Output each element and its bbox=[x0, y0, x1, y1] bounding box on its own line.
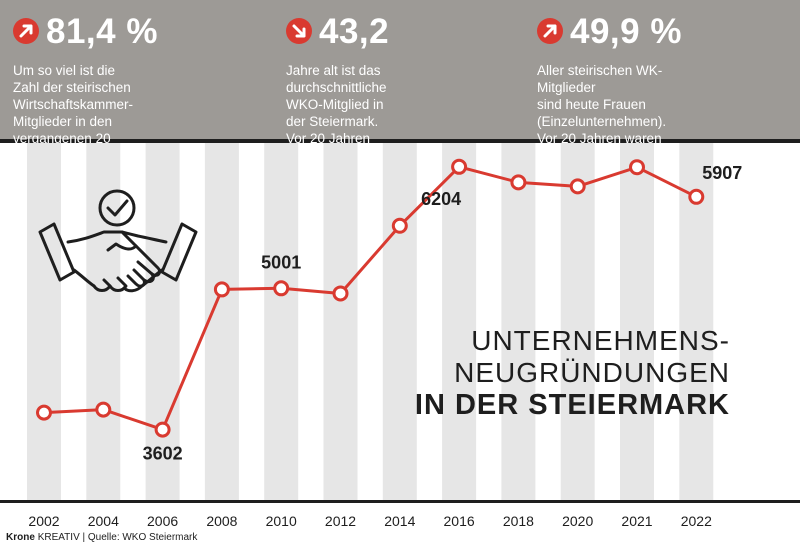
data-point bbox=[510, 174, 527, 191]
column-stripe bbox=[264, 143, 299, 500]
x-tick-label: 2022 bbox=[681, 513, 712, 528]
stat-value: 49,9 % bbox=[570, 12, 682, 51]
stat-description: Jahre alt ist das durchschnittliche WKO-… bbox=[286, 63, 387, 180]
x-tick-label: 2020 bbox=[562, 513, 593, 528]
data-label: 5907 bbox=[702, 163, 742, 183]
check-circle-icon bbox=[98, 189, 136, 227]
arrow-down-right-icon bbox=[286, 18, 312, 44]
series-line bbox=[43, 165, 697, 432]
column-stripe bbox=[204, 143, 239, 500]
x-axis-line bbox=[0, 500, 800, 503]
footer-credit: Krone KREATIV | Quelle: WKO Steiermark bbox=[6, 532, 197, 543]
data-point bbox=[95, 401, 112, 418]
x-tick-label: 2002 bbox=[28, 513, 59, 528]
column-stripe bbox=[86, 143, 121, 500]
data-point bbox=[273, 280, 290, 297]
data-point bbox=[451, 158, 468, 175]
stats-header bbox=[0, 0, 800, 139]
arrow-up-right-icon bbox=[537, 18, 563, 44]
source-text: Quelle: WKO Steiermark bbox=[87, 532, 198, 543]
column-stripe bbox=[501, 143, 536, 500]
column-stripe bbox=[382, 143, 417, 500]
x-tick-label: 2014 bbox=[384, 513, 415, 528]
stat-value: 81,4 % bbox=[46, 12, 158, 51]
x-tick-label: 2006 bbox=[147, 513, 178, 528]
data-point bbox=[36, 404, 52, 421]
data-point bbox=[332, 285, 349, 302]
arrow-up-right-icon bbox=[13, 18, 39, 44]
data-point bbox=[629, 159, 645, 176]
line-chart: 2002 2004 2006 2008 2010 2012 2014 2016 2018 2020… bbox=[0, 143, 800, 528]
column-stripe bbox=[27, 143, 61, 500]
footer-separator: | bbox=[82, 532, 86, 543]
column-stripe bbox=[323, 143, 358, 500]
stat-description: Um so viel ist die Zahl der steirischen … bbox=[13, 63, 134, 163]
brand-suffix: KREATIV bbox=[37, 532, 80, 543]
data-point bbox=[688, 188, 705, 205]
data-point bbox=[213, 281, 230, 298]
column-stripe bbox=[560, 143, 595, 500]
x-tick-label: 2004 bbox=[88, 513, 119, 528]
x-tick-label: 2012 bbox=[325, 513, 356, 528]
title-line-bold: IN DER STEIERMARK bbox=[414, 389, 730, 421]
x-tick-label: 2018 bbox=[503, 513, 534, 528]
stat-value: 43,2 bbox=[319, 12, 390, 51]
data-point bbox=[391, 217, 408, 234]
column-stripe bbox=[442, 143, 477, 500]
data-point bbox=[154, 421, 171, 438]
header-divider bbox=[0, 139, 800, 143]
column-stripe bbox=[145, 143, 180, 500]
x-tick-label: 2021 bbox=[621, 513, 652, 528]
data-point bbox=[569, 178, 586, 195]
x-tick-label: 2010 bbox=[266, 513, 297, 528]
stat-description: Aller steirischen WK-Mitglieder sind heu… bbox=[537, 63, 667, 163]
title-line: UNTERNEHMENS- bbox=[471, 325, 730, 356]
data-label: 5001 bbox=[261, 252, 301, 272]
data-label: 3602 bbox=[143, 444, 183, 464]
x-tick-label: 2016 bbox=[444, 513, 475, 528]
column-stripe bbox=[620, 143, 654, 500]
x-tick-label: 2008 bbox=[206, 513, 237, 528]
handshake-icon bbox=[38, 180, 198, 325]
data-label: 6204 bbox=[421, 189, 461, 209]
brand-logo: Krone bbox=[6, 532, 35, 543]
chart-title: UNTERNEHMENS- NEUGRÜNDUNGEN IN DER STEIE… bbox=[400, 325, 730, 421]
title-line: NEUGRÜNDUNGEN bbox=[454, 357, 730, 388]
